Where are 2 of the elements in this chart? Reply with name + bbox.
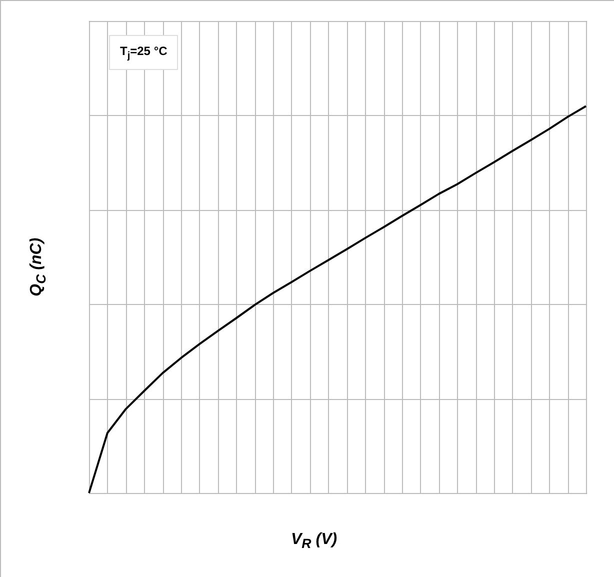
text: T$_{j}$=25 °C [109, 35, 178, 70]
x-axis-title: V$_{R}$ (V) [291, 531, 338, 552]
